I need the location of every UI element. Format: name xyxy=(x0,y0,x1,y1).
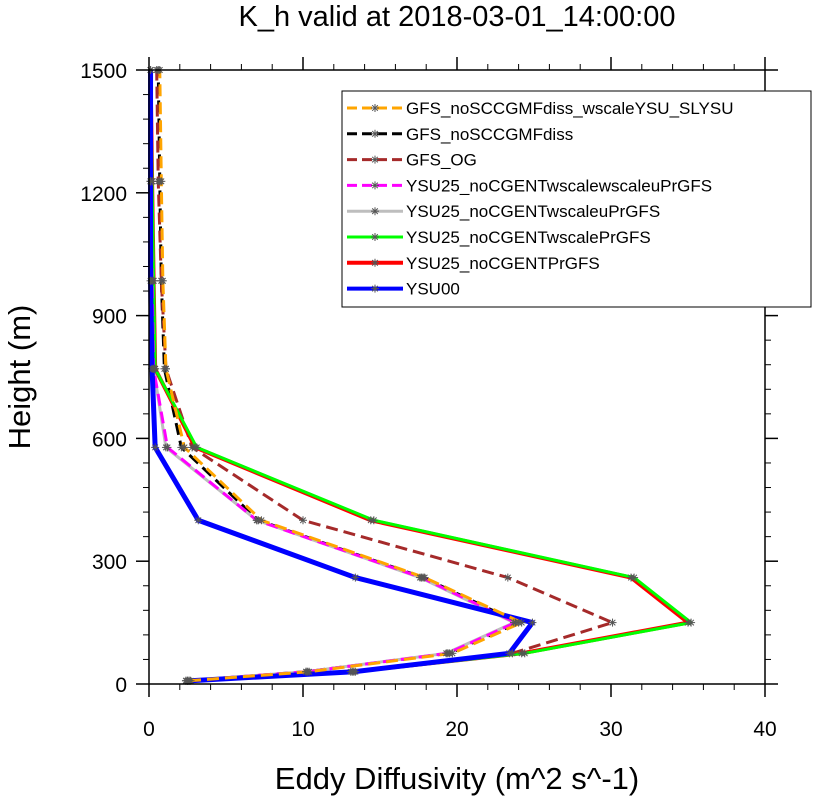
series-point xyxy=(448,649,457,658)
series-point xyxy=(146,177,155,186)
y-axis-label: Height (m) xyxy=(2,305,37,450)
series-point xyxy=(180,443,189,452)
y-axis-ticks: 0 300 600 900 1200 1500 xyxy=(80,60,778,697)
series-point xyxy=(194,516,203,525)
series-point xyxy=(371,104,379,112)
chart-title: K_h valid at 2018-03-01_14:00:00 xyxy=(239,1,676,33)
legend-label: YSU25_noCGENTwscalewscaleuPrGFS xyxy=(406,176,712,195)
series-point xyxy=(161,364,170,373)
legend-label: YSU25_noCGENTwscalePrGFS xyxy=(406,228,651,247)
series-point xyxy=(185,676,194,685)
legend-box xyxy=(341,90,812,308)
y-tick-label: 1500 xyxy=(80,60,127,83)
series-point xyxy=(257,516,266,525)
y-tick-label: 600 xyxy=(92,428,127,451)
series-point xyxy=(151,443,160,452)
series-point xyxy=(163,443,172,452)
x-axis-ticks: 0 10 20 30 40 xyxy=(143,57,777,741)
legend-item: YSU00 xyxy=(347,280,460,299)
y-tick-label: 0 xyxy=(115,674,127,697)
legend-item: GFS_noSCCGMFdiss_wscaleYSU_SLYSU xyxy=(347,99,734,118)
series-point xyxy=(503,573,512,582)
series-point xyxy=(687,618,696,627)
series-point xyxy=(146,276,155,285)
x-axis-label: Eddy Diffusivity (m^2 s^-1) xyxy=(275,761,639,796)
legend-item: YSU25_noCGENTPrGFS xyxy=(347,254,600,273)
series-point xyxy=(511,618,520,627)
series-point xyxy=(158,276,167,285)
legend: GFS_noSCCGMFdiss_wscaleYSU_SLYSU GFS_noSC… xyxy=(341,90,812,308)
x-tick-label: 20 xyxy=(445,718,468,741)
series-point xyxy=(630,573,639,582)
series-point xyxy=(299,516,307,525)
series-point xyxy=(305,667,314,676)
plot-lines xyxy=(146,66,696,685)
series-point xyxy=(371,284,379,293)
series-point xyxy=(528,618,537,627)
legend-item: GFS_OG xyxy=(347,151,477,170)
y-tick-label: 1200 xyxy=(80,183,127,206)
series-point xyxy=(157,177,166,186)
series-point xyxy=(371,129,379,138)
legend-label: GFS_noSCCGMFdiss xyxy=(406,125,573,144)
series-point xyxy=(371,207,379,216)
series-point xyxy=(369,516,378,525)
legend-label: GFS_noSCCGMFdiss_wscaleYSU_SLYSU xyxy=(406,99,734,118)
series-point xyxy=(420,573,429,582)
series-point xyxy=(349,667,358,676)
legend-item: YSU25_noCGENTwscalewscaleuPrGFS xyxy=(347,176,712,195)
series-point xyxy=(505,649,514,658)
legend-item: YSU25_noCGENTwscalePrGFS xyxy=(347,228,651,247)
series-point xyxy=(371,258,379,267)
series-point xyxy=(371,155,379,164)
x-tick-label: 30 xyxy=(599,718,622,741)
legend-item: YSU25_noCGENTwscaleuPrGFS xyxy=(347,202,660,221)
legend-label: GFS_OG xyxy=(406,151,477,170)
x-tick-label: 40 xyxy=(753,718,776,741)
legend-label: YSU25_noCGENTPrGFS xyxy=(406,254,600,273)
series-point xyxy=(608,618,617,627)
series-point xyxy=(192,443,201,452)
legend-label: YSU25_noCGENTwscaleuPrGFS xyxy=(406,202,660,221)
legend-label: YSU00 xyxy=(406,280,460,299)
x-tick-label: 0 xyxy=(143,718,155,741)
series-point xyxy=(520,649,529,658)
legend-item: GFS_noSCCGMFdiss xyxy=(347,125,573,144)
series-point xyxy=(371,233,379,241)
series-point xyxy=(517,618,526,627)
series-point xyxy=(351,573,360,582)
x-tick-label: 10 xyxy=(291,718,314,741)
y-tick-label: 300 xyxy=(92,551,127,574)
y-tick-label: 900 xyxy=(92,306,127,329)
series-point xyxy=(371,181,379,190)
